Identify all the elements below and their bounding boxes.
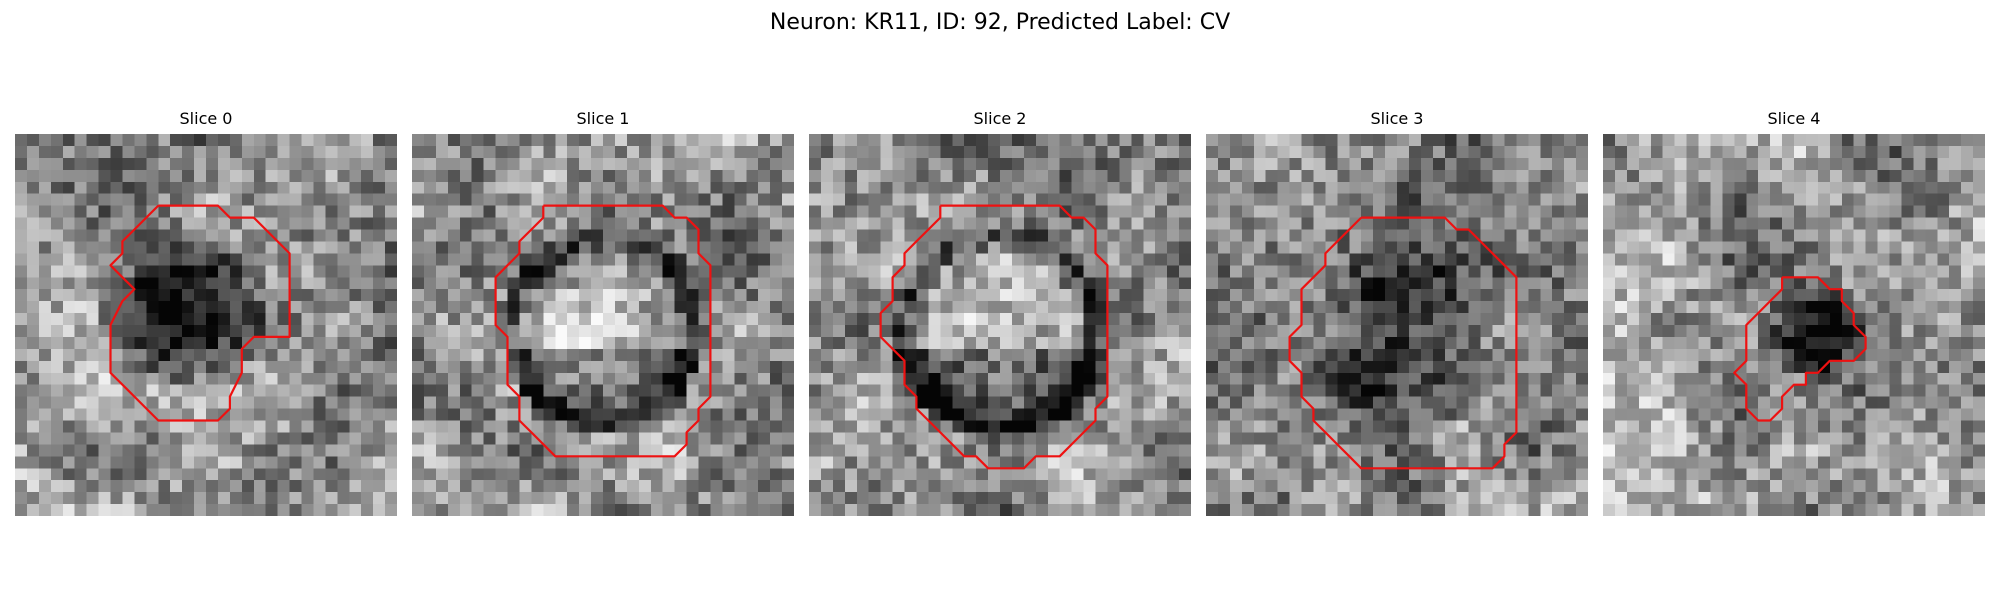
segmentation-contour-3	[1288, 216, 1518, 470]
slice-image-svg-3	[1206, 134, 1588, 516]
slice-image-svg-1	[412, 134, 794, 516]
pixel-grid-2	[809, 134, 1191, 516]
slice-title-2: Slice 2	[973, 109, 1027, 128]
slice-title-0: Slice 0	[179, 109, 233, 128]
pixel-grid-3	[1206, 134, 1588, 516]
slice-title-3: Slice 3	[1370, 109, 1424, 128]
segmentation-contour-1	[494, 204, 712, 458]
segmentation-contour-0	[109, 204, 291, 422]
slice-image-3	[1206, 134, 1588, 516]
figure-title: Neuron: KR11, ID: 92, Predicted Label: C…	[769, 10, 1231, 35]
slice-image-svg-2	[809, 134, 1191, 516]
slice-image-svg-4	[1603, 134, 1985, 516]
slice-title-4: Slice 4	[1767, 109, 1821, 128]
pixel-grid-4	[1603, 134, 1985, 516]
slice-image-1	[412, 134, 794, 516]
slice-title-1: Slice 1	[576, 109, 630, 128]
slice-image-4	[1603, 134, 1985, 516]
segmentation-contour-4	[1733, 276, 1867, 422]
pixel-grid-1	[412, 134, 794, 516]
slice-image-0	[15, 134, 397, 516]
slice-image-svg-0	[15, 134, 397, 516]
pixel-grid-0	[15, 134, 397, 516]
slice-image-2	[809, 134, 1191, 516]
segmentation-contour-2	[879, 204, 1109, 470]
